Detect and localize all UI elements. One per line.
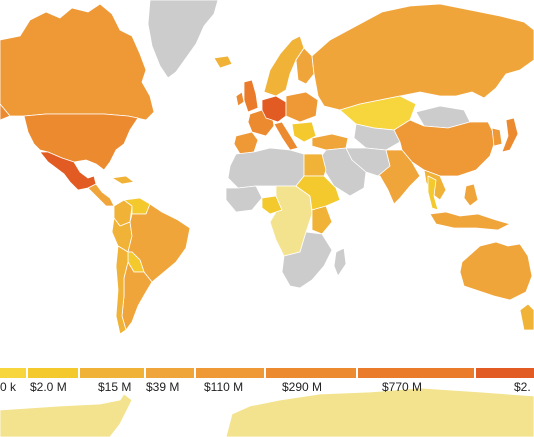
legend-swatch-6 bbox=[358, 368, 476, 378]
region-germany[interactable] bbox=[261, 95, 287, 123]
legend-label-4: $110 M bbox=[204, 380, 244, 394]
region-indonesia[interactable] bbox=[429, 211, 511, 231]
legend-swatch-3 bbox=[146, 368, 196, 378]
legend-label-7: $2. bbox=[514, 380, 531, 394]
region-alaska[interactable] bbox=[0, 103, 11, 121]
legend-label-3: $39 M bbox=[146, 380, 180, 394]
region-philippines[interactable] bbox=[463, 183, 479, 207]
region-west-africa[interactable] bbox=[225, 185, 263, 213]
legend-label-6: $770 M bbox=[382, 380, 423, 394]
legend-swatch-1 bbox=[28, 368, 80, 378]
region-new-zealand[interactable] bbox=[519, 303, 534, 331]
region-thailand[interactable] bbox=[427, 175, 439, 211]
region-egypt[interactable] bbox=[303, 153, 327, 177]
region-usa[interactable] bbox=[23, 113, 139, 171]
legend-swatch-5 bbox=[266, 368, 358, 378]
region-balkans[interactable] bbox=[291, 121, 317, 143]
region-chile[interactable] bbox=[115, 245, 129, 335]
region-australia[interactable] bbox=[459, 241, 533, 301]
legend-swatch-7 bbox=[476, 368, 534, 378]
region-central-europe[interactable] bbox=[285, 91, 319, 123]
region-antarctica-east[interactable] bbox=[225, 387, 534, 437]
region-central-america[interactable] bbox=[87, 183, 115, 207]
region-brazil[interactable] bbox=[127, 203, 191, 283]
region-southern-africa[interactable] bbox=[281, 231, 333, 289]
region-iceland[interactable] bbox=[213, 55, 233, 69]
region-antarctica-west[interactable] bbox=[0, 393, 133, 437]
value-legend: 0 k $2.0 M $15 M $39 M $110 M $290 M $77… bbox=[0, 368, 534, 394]
region-north-africa[interactable] bbox=[227, 147, 305, 189]
region-greenland[interactable] bbox=[147, 0, 219, 79]
legend-label-0: 0 k bbox=[0, 380, 17, 394]
region-korea[interactable] bbox=[491, 127, 503, 147]
legend-swatch-2 bbox=[80, 368, 146, 378]
legend-label-5: $290 M bbox=[282, 380, 323, 394]
region-italy[interactable] bbox=[273, 121, 299, 151]
region-central-asia[interactable] bbox=[353, 123, 401, 151]
region-madagascar[interactable] bbox=[333, 247, 347, 277]
legend-swatch-4 bbox=[196, 368, 266, 378]
legend-label-1: $2.0 M bbox=[30, 380, 67, 394]
region-ireland[interactable] bbox=[235, 91, 245, 107]
legend-swatch-0 bbox=[0, 368, 28, 378]
region-kenya[interactable] bbox=[311, 205, 333, 235]
region-japan[interactable] bbox=[501, 117, 519, 153]
region-caribbean[interactable] bbox=[111, 175, 135, 185]
region-india[interactable] bbox=[377, 149, 421, 205]
legend-color-bar bbox=[0, 368, 534, 378]
region-spain[interactable] bbox=[233, 131, 259, 155]
legend-label-2: $15 M bbox=[98, 380, 132, 394]
region-uk[interactable] bbox=[243, 79, 259, 113]
